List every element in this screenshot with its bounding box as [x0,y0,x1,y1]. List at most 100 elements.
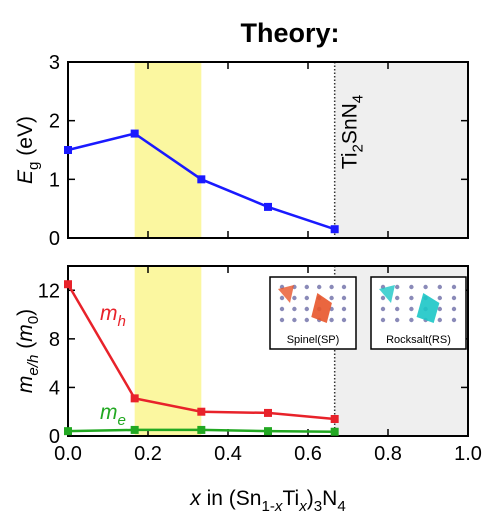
point [197,175,206,184]
y-tick-label: 8 [49,329,60,351]
series-label-part: m [100,302,118,325]
inset-atom [437,295,442,301]
point [64,280,72,289]
x-tick-label: 0.8 [374,443,402,465]
point [197,425,206,434]
y-tick-label: 1 [49,169,60,191]
inset-atom [423,284,428,290]
point [130,394,139,403]
inset-atom [329,284,334,290]
x-tick-label: 0.2 [134,443,162,465]
x-axis-label-part: 1- [261,498,274,515]
x-axis-label-part: 3 [314,498,322,515]
inset-atom [279,295,285,301]
y-axis-label-part: 0 [25,316,42,324]
highlight-band [134,62,202,238]
y-axis-label-part: m [14,376,37,394]
annotation-part: 2 [350,144,367,152]
x-axis-label-part: x [274,498,283,515]
x-tick-label: 0.0 [54,443,82,465]
point [64,146,72,154]
inset-atom [341,317,347,323]
inset-atom [451,295,457,301]
point [264,202,272,211]
inset-atom [304,317,309,323]
series-label-part: m [100,401,118,424]
point [330,427,339,436]
inset-atom [292,306,297,312]
inset-label: Spinel(SP) [287,334,340,346]
x-tick-label: 1.0 [454,443,482,465]
series-label-part: e [118,412,126,429]
annotation: Ti2SnN4 [339,95,367,169]
annotation-part: Ti [339,152,362,169]
series-label-part: h [118,313,126,330]
annotation-part: SnN [339,103,362,144]
y-axis-label-part: g [25,162,42,170]
inset-atom [329,295,334,301]
highlight-band [134,266,202,436]
shade-band [334,62,468,238]
inset-atom [451,284,457,290]
inset-atom [292,317,297,323]
inset-atom [380,295,386,301]
inset-polyhedron [416,293,440,323]
inset-atom [437,284,442,290]
plot-frame [67,265,469,437]
inset-atom [341,306,347,312]
y-axis-label-part: m [14,324,37,342]
point [130,129,139,138]
inset-atom [451,306,457,312]
inset-atom [437,317,442,323]
inset-atom [329,317,334,323]
y-axis-label-part: e/h [25,355,42,376]
x-axis-label-part: Ti [282,487,299,510]
y-axis-label-part: E [14,169,37,184]
inset-polyhedron [278,285,294,303]
point [330,415,339,423]
y-axis-label: Eg (eV) [14,116,42,184]
annotation-part: 4 [350,95,367,103]
inset-atom [304,284,309,290]
inset-atom [409,306,414,312]
inset-atom [304,306,309,312]
inset-atom [395,284,400,290]
inset-atom [437,306,442,312]
x-axis-label-part: x [189,487,202,510]
inset-polyhedron [311,293,332,323]
x-axis-label-part: x [298,498,307,515]
inset-atom [341,295,347,301]
inset-polyhedron [379,285,395,303]
y-tick-label: 12 [38,280,60,302]
inset-atom [304,295,309,301]
x-tick-label: 0.4 [214,443,242,465]
series-label: me [100,401,126,429]
inset-atom [279,317,285,323]
x-axis-label-part: N [322,487,337,510]
inset-atom [279,306,285,312]
inset-atom [395,306,400,312]
point [264,408,272,417]
y-tick-label: 4 [49,377,60,399]
point [330,225,339,234]
inset-atom [395,295,400,301]
x-tick-label: 0.6 [294,443,322,465]
y-tick-label: 3 [49,52,60,74]
inset-atom [292,295,297,301]
inset-atom [409,284,414,290]
inset-atom [380,306,386,312]
inset-atom [395,317,400,323]
inset-atom [380,317,386,323]
x-axis-label-part: in (Sn [201,487,262,510]
inset-atom [341,284,347,290]
y-tick-label: 0 [49,426,60,448]
inset-atom [451,317,457,323]
inset-atom [409,295,414,301]
inset-atom [409,317,414,323]
chart-title: Theory: [240,18,339,48]
inset-atom [317,284,322,290]
x-axis-label: x in (Sn1-xTix)3N4 [189,487,345,515]
y-tick-label: 2 [49,111,60,133]
y-axis-label-part: (eV) [14,116,37,162]
